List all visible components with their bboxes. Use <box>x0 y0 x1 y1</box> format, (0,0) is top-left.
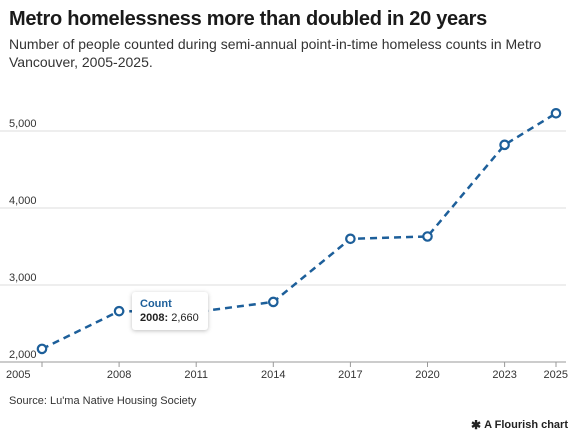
x-tick-label: 2025 <box>544 369 568 381</box>
x-tick-label: 2014 <box>261 369 285 381</box>
flourish-credit-link[interactable]: ✱ A Flourish chart <box>471 418 568 432</box>
x-tick-label: 2005 <box>6 369 30 381</box>
tooltip-value: 2,660 <box>171 312 199 324</box>
data-points <box>36 107 562 355</box>
y-tick-label: 4,000 <box>9 195 37 207</box>
x-tick-label: 2008 <box>107 369 131 381</box>
data-point[interactable] <box>113 305 125 317</box>
series-line <box>41 112 557 351</box>
x-tick-label: 2017 <box>338 369 362 381</box>
tooltip-title: Count <box>140 298 172 310</box>
tooltip-label: 2008: <box>140 312 169 324</box>
x-tick-label: 2023 <box>492 369 516 381</box>
y-tick-label: 2,000 <box>9 349 37 361</box>
series-polyline <box>41 112 557 351</box>
data-point[interactable] <box>345 233 356 245</box>
x-axis: 2005 2008 2011 2014 2017 2020 2023 2025 <box>6 362 568 381</box>
data-point[interactable] <box>36 343 48 355</box>
flourish-credit-label: A Flourish chart <box>484 419 568 431</box>
data-point[interactable] <box>422 231 433 242</box>
chart-title: Metro homelessness more than doubled in … <box>9 8 487 30</box>
x-tick-label: 2011 <box>184 369 208 381</box>
y-tick-label: 5,000 <box>9 118 37 130</box>
data-tooltip: Count 2008: 2,660 <box>132 292 208 330</box>
x-tick-label: 2020 <box>415 369 439 381</box>
gridlines <box>0 130 566 363</box>
source-note: Source: Lu'ma Native Housing Society <box>9 395 197 407</box>
tooltip-body: 2008: 2,660 <box>140 311 199 325</box>
flourish-logo-icon: ✱ <box>471 418 482 432</box>
data-point[interactable] <box>499 139 510 151</box>
y-axis: 2,000 3,000 4,000 5,000 <box>9 118 37 361</box>
y-tick-label: 3,000 <box>9 272 37 284</box>
chart-subtitle: Number of people counted during semi-ann… <box>9 36 542 70</box>
data-point[interactable] <box>267 296 279 308</box>
data-point[interactable] <box>550 107 562 119</box>
